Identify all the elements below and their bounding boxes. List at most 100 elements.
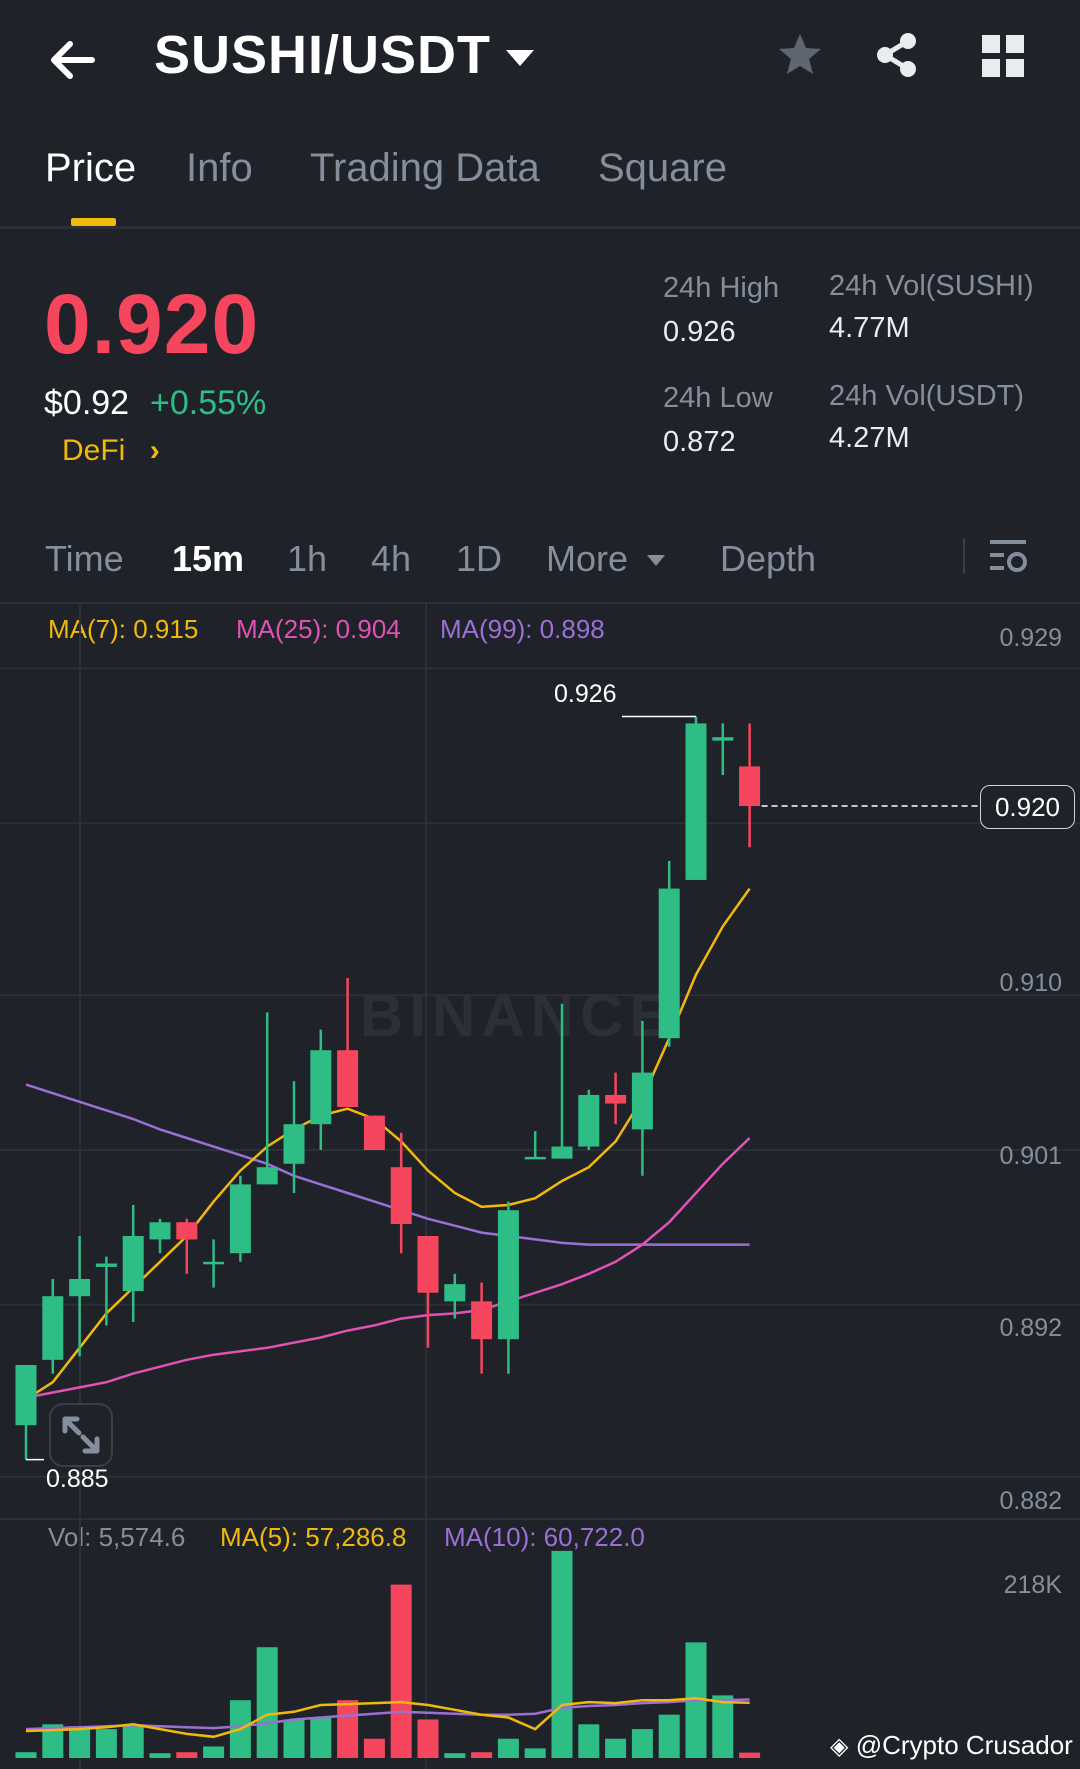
volume-chart (15, 1518, 761, 1769)
candle-body (363, 1115, 385, 1150)
candlestick-chart[interactable]: BINANCE (0, 604, 1080, 1518)
pair-selector-button[interactable] (500, 40, 540, 80)
arrow-left-icon (51, 41, 95, 79)
credit-watermark: ◈ @Crypto Crusador (830, 1730, 1073, 1761)
interval-1h[interactable]: 1h (287, 538, 328, 579)
vol-quote-value: 4.27M (829, 422, 910, 454)
last-price: 0.920 (44, 277, 260, 371)
tab-price[interactable]: Price (45, 146, 137, 190)
vol-quote-label: 24h Vol(USDT) (829, 380, 1025, 412)
expand-icon (62, 1416, 100, 1454)
share-icon (877, 33, 916, 77)
binance-watermark: BINANCE (360, 982, 675, 1049)
candle-body (631, 1072, 653, 1130)
ma99-line (25, 1083, 750, 1246)
layout-grid-button[interactable] (980, 33, 1026, 79)
volume-ma5-label: MA(5): 57,286.8 (220, 1522, 407, 1552)
depth-tab[interactable]: Depth (720, 538, 817, 579)
candle-body (229, 1184, 251, 1254)
divider (0, 602, 1080, 604)
interval-4h[interactable]: 4h (371, 538, 412, 579)
candle-body (149, 1222, 171, 1240)
price-markers (26, 715, 980, 1461)
ma25-line (25, 1137, 751, 1399)
low-value: 0.872 (663, 426, 736, 458)
sector-tag[interactable]: DeFi › (62, 434, 160, 468)
tab-trading-data[interactable]: Trading Data (310, 146, 540, 190)
ma7-line (25, 887, 751, 1401)
candle-body (578, 1094, 600, 1147)
interval-1d[interactable]: 1D (456, 538, 503, 579)
volume-ma5-line (25, 1697, 750, 1739)
high-marker-label: 0.926 (554, 680, 617, 708)
ma7-label: MA(7): 0.915 (48, 614, 199, 644)
volume-bar (551, 1550, 573, 1758)
volume-ma10-label: MA(10): 60,722.0 (444, 1522, 645, 1552)
volume-bar (471, 1752, 493, 1758)
divider (0, 226, 1080, 229)
vol-base-value: 4.77M (829, 312, 910, 344)
fullscreen-button[interactable] (49, 1403, 113, 1467)
volume-bars (15, 1550, 761, 1758)
volume-bar (658, 1714, 680, 1758)
star-icon (779, 34, 821, 74)
chevron-right-icon: › (149, 434, 160, 467)
tab-info[interactable]: Info (186, 146, 253, 190)
sector-label: DeFi (62, 434, 126, 467)
pair-title[interactable]: SUSHI/USDT (154, 25, 492, 85)
back-button[interactable] (44, 30, 104, 90)
volume-bar (444, 1753, 466, 1758)
candle-body (712, 737, 734, 741)
candle-body (497, 1210, 519, 1340)
interval-time[interactable]: Time (45, 538, 124, 579)
change-percent: +0.55% (150, 384, 267, 422)
candle-body (283, 1124, 305, 1164)
volume-bar (203, 1746, 225, 1758)
divider (0, 1518, 1080, 1520)
candle-body (471, 1301, 493, 1340)
candle-body (658, 888, 680, 1039)
candle-body (256, 1167, 278, 1185)
top-bar: SUSHI/USDT (0, 0, 1080, 120)
candle-body (337, 1050, 359, 1107)
ma25-label: MA(25): 0.904 (236, 614, 401, 644)
price-axis-tick: 0.882 (999, 1487, 1062, 1515)
candle-body (310, 1050, 332, 1125)
volume-bar (739, 1752, 761, 1758)
high-label: 24h High (663, 272, 780, 304)
more-label: More (546, 538, 629, 579)
divider (963, 538, 965, 574)
volume-ma-lines (25, 1697, 750, 1739)
candle-body (417, 1236, 439, 1293)
candle-body (122, 1236, 144, 1292)
chart-settings-icon (990, 540, 1027, 572)
volume-bar (283, 1719, 305, 1758)
active-tab-indicator (71, 218, 116, 226)
candle-body (69, 1279, 91, 1297)
volume-bar (149, 1753, 171, 1758)
volume-bar (337, 1700, 359, 1758)
current-price-tag[interactable]: 0.920 (980, 785, 1075, 829)
volume-bar (176, 1752, 198, 1758)
tab-square[interactable]: Square (598, 146, 727, 190)
low-label: 24h Low (663, 382, 773, 414)
high-value: 0.926 (663, 316, 736, 348)
chart-settings-button[interactable] (988, 536, 1030, 578)
candle-body (551, 1146, 573, 1159)
interval-more[interactable]: More (546, 538, 668, 580)
favorite-button[interactable] (775, 30, 825, 80)
price-axis-tick: 0.892 (999, 1314, 1062, 1342)
candle-body (42, 1296, 64, 1360)
candle-body (739, 766, 761, 806)
volume-bar (390, 1584, 412, 1758)
caret-down-icon (506, 50, 534, 66)
candle-body (390, 1167, 412, 1224)
volume-bar (497, 1738, 519, 1758)
volume-bar (605, 1738, 627, 1758)
volume-axis-tick: 218K (1003, 1571, 1062, 1599)
interval-15m[interactable]: 15m (172, 538, 245, 579)
candle-body (524, 1156, 546, 1160)
candle-body (203, 1261, 225, 1265)
volume-bar (712, 1695, 734, 1758)
share-button[interactable] (872, 30, 922, 80)
